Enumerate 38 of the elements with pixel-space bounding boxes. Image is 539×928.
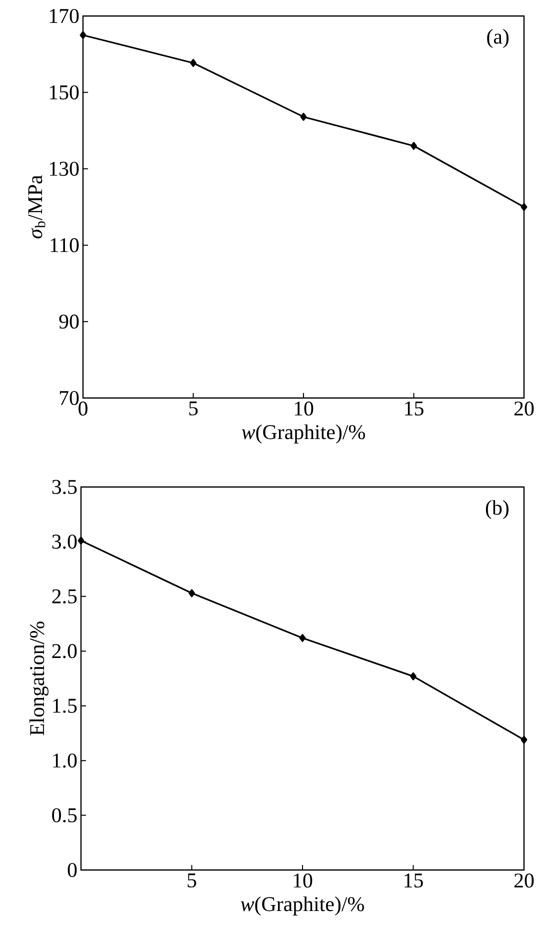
y-tick-label: 2.5 <box>52 589 77 604</box>
x-tick-label: 5 <box>189 402 198 416</box>
point <box>410 672 416 680</box>
point <box>520 202 528 211</box>
x-tick-label: 20 <box>514 402 534 416</box>
y-tick-label: 170 <box>50 8 79 24</box>
y-axis-title: σ$_{b}$/MPa <box>28 175 46 238</box>
y-tick-label: 1.5 <box>53 698 77 713</box>
x-tick-label: 10 <box>294 402 314 416</box>
x-tick-label: 10 <box>294 874 312 888</box>
y-tick-label: 110 <box>50 238 79 252</box>
x-tick-label: 5 <box>188 874 196 888</box>
point <box>520 736 528 744</box>
point <box>410 142 417 150</box>
y-tick-label: 90 <box>59 314 79 329</box>
x-axis-title: w(Graphite)/% <box>240 896 364 916</box>
y-tick-label: 0 <box>68 862 77 878</box>
y-tick-label: 70 <box>60 390 79 406</box>
x-tick-label: 15 <box>404 874 423 888</box>
point <box>188 589 195 598</box>
y-tick-label: 0.5 <box>52 808 77 822</box>
point <box>78 536 84 545</box>
annotation: (b) <box>486 500 508 520</box>
x-tick-label: 15 <box>405 402 424 416</box>
y-tick-label: 3.0 <box>52 534 77 549</box>
y-tick-label: 2.0 <box>52 644 77 658</box>
y-tick-label: 150 <box>50 85 79 100</box>
y-tick-label: 1.0 <box>53 753 77 768</box>
point <box>299 634 306 642</box>
point <box>80 31 86 40</box>
y-axis-title: Elongation/% <box>29 622 48 736</box>
point <box>190 58 196 67</box>
annotation: (a) <box>487 29 509 48</box>
y-tick-label: 3.5 <box>52 480 77 494</box>
x-tick-label: 20 <box>514 874 534 888</box>
point <box>300 112 307 121</box>
y-tick-label: 130 <box>50 162 79 176</box>
x-axis-title: w(Graphite)/% <box>242 424 365 444</box>
